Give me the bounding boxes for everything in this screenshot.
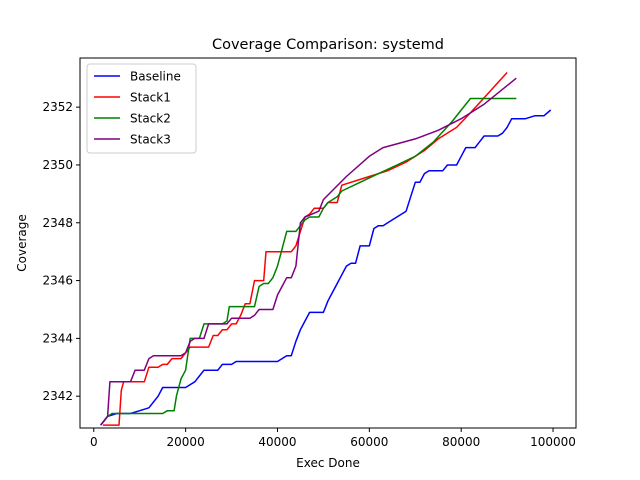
x-tick-label: 100000 (530, 435, 576, 449)
x-tick-label: 20000 (167, 435, 205, 449)
y-tick-label: 2352 (42, 100, 73, 114)
legend-label-baseline: Baseline (130, 70, 181, 84)
legend-label-stack3: Stack3 (130, 133, 171, 147)
y-tick-label: 2348 (42, 216, 73, 230)
x-tick-label: 0 (90, 435, 98, 449)
legend-box (86, 63, 197, 154)
plot-frame (79, 57, 577, 429)
series-line-stack3 (100, 77, 517, 426)
legend-label-stack1: Stack1 (130, 91, 171, 105)
x-tick-label: 60000 (350, 435, 388, 449)
series-layer (100, 71, 552, 426)
ticks-layer: 0 20000 40000 60000 80000 100000 2342 2344 2346 2… (42, 100, 575, 449)
series-line-baseline (100, 109, 552, 426)
series-line-stack2 (100, 97, 517, 426)
legend: Baseline Stack1 Stack2 Stack3 (86, 63, 197, 154)
y-tick-label: 2344 (42, 331, 73, 345)
chart-title: Coverage Comparison: systemd (212, 37, 444, 53)
y-tick-label: 2350 (42, 158, 73, 172)
legend-label-stack2: Stack2 (130, 112, 171, 126)
x-tick-label: 80000 (442, 435, 480, 449)
x-tick-label: 40000 (258, 435, 296, 449)
x-axis-label: Exec Done (296, 456, 360, 470)
y-axis-label: Coverage (15, 214, 29, 272)
y-tick-label: 2346 (42, 274, 73, 288)
y-tick-label: 2342 (42, 389, 73, 403)
